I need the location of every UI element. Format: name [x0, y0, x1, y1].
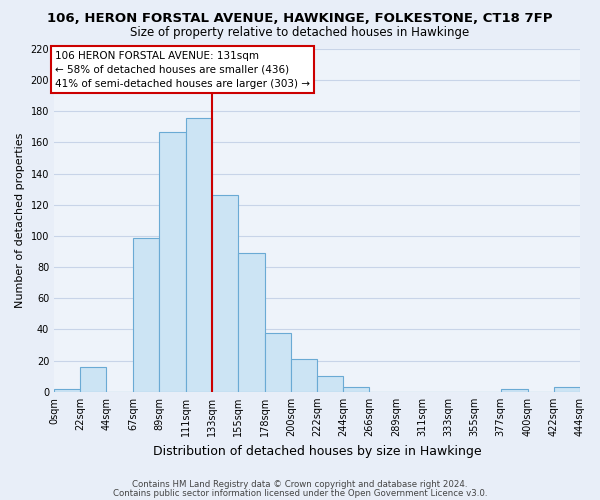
Bar [185, 118, 212, 392]
Bar [160, 132, 185, 392]
Bar [343, 387, 369, 392]
Text: Contains public sector information licensed under the Open Government Licence v3: Contains public sector information licen… [113, 489, 487, 498]
Text: Size of property relative to detached houses in Hawkinge: Size of property relative to detached ho… [130, 26, 470, 39]
Bar [133, 238, 160, 392]
Text: 106, HERON FORSTAL AVENUE, HAWKINGE, FOLKESTONE, CT18 7FP: 106, HERON FORSTAL AVENUE, HAWKINGE, FOL… [47, 12, 553, 26]
Text: 106 HERON FORSTAL AVENUE: 131sqm
← 58% of detached houses are smaller (436)
41% : 106 HERON FORSTAL AVENUE: 131sqm ← 58% o… [55, 50, 310, 88]
X-axis label: Distribution of detached houses by size in Hawkinge: Distribution of detached houses by size … [153, 444, 481, 458]
Bar [291, 359, 317, 392]
Bar [212, 196, 238, 392]
Bar [554, 387, 580, 392]
Y-axis label: Number of detached properties: Number of detached properties [15, 132, 25, 308]
Bar [265, 332, 291, 392]
Bar [54, 388, 80, 392]
Bar [238, 253, 265, 392]
Bar [317, 376, 343, 392]
Bar [500, 388, 528, 392]
Bar [80, 367, 106, 392]
Text: Contains HM Land Registry data © Crown copyright and database right 2024.: Contains HM Land Registry data © Crown c… [132, 480, 468, 489]
